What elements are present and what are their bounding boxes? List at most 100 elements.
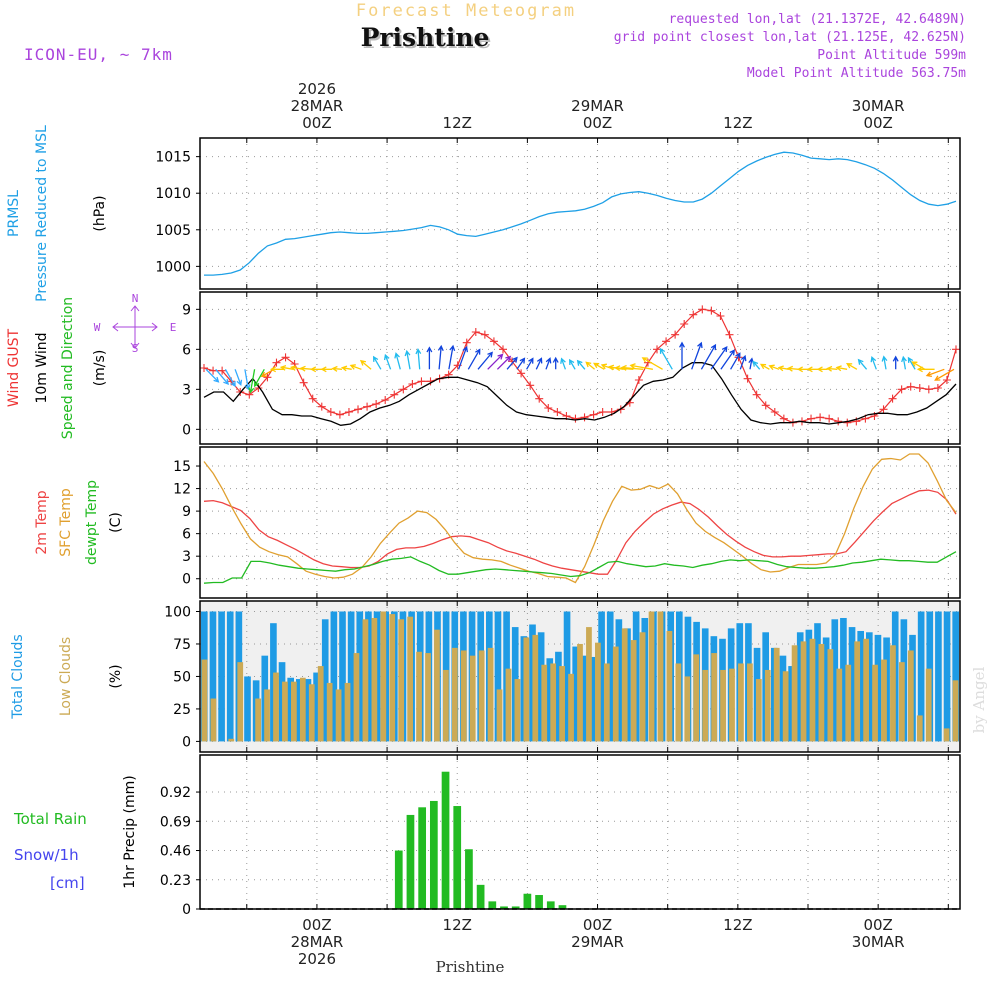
subtitle: Forecast Meteogram (356, 1, 576, 21)
wind-10m-line (203, 362, 957, 426)
total-clouds-bar (874, 634, 882, 742)
wind-gust-marker (308, 394, 317, 403)
low-clouds-bar (675, 663, 682, 742)
y-tick-label: 0.92 (160, 785, 191, 801)
total-clouds-bar (615, 619, 623, 742)
wind-gust-marker (653, 345, 662, 354)
total-clouds-bar (814, 623, 821, 742)
low-clouds-bar (559, 666, 565, 742)
wind-direction-arrow (552, 356, 559, 370)
wind-gust-marker (245, 390, 254, 399)
wind-gust-marker (942, 376, 951, 384)
low-clouds-bar (863, 638, 869, 742)
total-clouds-bar (935, 611, 942, 742)
total-clouds-bar (330, 611, 338, 742)
temperature-axis-label: 2m Temp (34, 490, 50, 554)
time-axis-label: 30MAR (852, 933, 905, 951)
low-clouds-bar (630, 640, 637, 742)
total-clouds-bar (848, 627, 856, 742)
wind-gust-marker (924, 385, 933, 394)
wind-gust-marker (888, 394, 897, 403)
clouds-axis-label: Total Clouds (10, 634, 26, 719)
low-clouds-bar (800, 641, 807, 742)
wind-gust-marker (344, 408, 353, 416)
wind-direction-arrow (331, 365, 343, 372)
time-axis-label: 12Z (443, 114, 472, 132)
low-clouds-bar (416, 651, 422, 742)
wind-direction-arrow (340, 365, 352, 372)
wind-direction-arrow (768, 364, 780, 371)
wind-direction-arrow (437, 344, 444, 370)
low-clouds-bar (925, 668, 932, 742)
low-clouds-bar (881, 659, 887, 742)
wind-direction-arrow (373, 355, 382, 370)
wind-gust-marker (363, 402, 372, 411)
low-clouds-bar (720, 669, 726, 742)
temperature-frame (199, 446, 961, 599)
total-clouds-bar (796, 632, 804, 742)
wind-direction-arrow (467, 348, 481, 370)
wind-gust-marker (698, 305, 707, 314)
wind-gust-marker (752, 390, 761, 399)
total-clouds-bar (866, 632, 873, 742)
wind-direction-arrow (786, 365, 799, 372)
wind-gust-marker (471, 328, 480, 336)
low-clouds-bar (344, 682, 351, 742)
low-clouds-bar (210, 698, 217, 742)
total-clouds-bar (296, 679, 303, 742)
low-clouds-bar (451, 647, 458, 742)
low-clouds-bar (541, 664, 548, 742)
wind-gust-marker (680, 320, 689, 328)
wind-direction-arrow (816, 366, 828, 373)
wind-gust-marker (933, 384, 942, 392)
low-clouds-bar (872, 664, 878, 742)
precip-bar (453, 806, 462, 909)
low-clouds-bar (496, 689, 503, 742)
wind-direction-arrow (526, 357, 534, 370)
low-clouds-bar (335, 689, 342, 742)
wind-direction-arrow (394, 352, 401, 370)
wind-direction-arrow (535, 357, 543, 370)
precip-axis-label: 1hr Precip (mm) (122, 775, 138, 888)
total-clouds-bar (857, 630, 864, 742)
low-clouds-bar (586, 627, 592, 742)
total-clouds-bar (546, 658, 554, 742)
low-clouds-bar (845, 664, 852, 742)
wind-direction-arrow (835, 365, 848, 372)
wind-direction-arrow (260, 368, 275, 377)
low-clouds-bar (836, 668, 843, 742)
compass-rose-icon (112, 305, 158, 349)
wind-direction-arrow (279, 364, 294, 371)
total-clouds-bar (831, 619, 839, 742)
wind-gust-marker (598, 408, 607, 416)
low-clouds-bar (523, 637, 530, 742)
snow-label: Snow/1h (14, 846, 79, 864)
precip-bar (441, 771, 450, 909)
precip-bar (511, 906, 520, 909)
low-clouds-bar (603, 663, 610, 742)
temperature-series-line (203, 489, 957, 575)
wind-direction-arrow (691, 341, 703, 370)
total-clouds-bar (581, 655, 588, 742)
low-clouds-bar (308, 684, 315, 742)
rain-label: Total Rain (13, 810, 87, 828)
y-tick-label: 9 (182, 302, 191, 318)
wind-direction-arrow (569, 358, 576, 370)
wind-direction-arrow (796, 366, 809, 373)
time-axis-label: 30MAR (852, 97, 905, 115)
wind-direction-arrow (826, 365, 838, 372)
wind-gust-marker (281, 353, 290, 362)
low-clouds-bar (943, 728, 950, 742)
y-tick-label: 1005 (155, 223, 191, 239)
total-clouds-bar (218, 611, 225, 742)
wind-gust-marker (689, 310, 698, 319)
low-clouds-bar (487, 647, 494, 742)
low-clouds-bar (460, 650, 467, 742)
model-altitude: Model Point Altitude 563.75m (747, 66, 966, 81)
wind-direction-arrow (248, 369, 256, 394)
compass-west: W (94, 321, 101, 334)
wind-direction-arrow (215, 368, 229, 386)
low-clouds-bar (782, 671, 789, 742)
